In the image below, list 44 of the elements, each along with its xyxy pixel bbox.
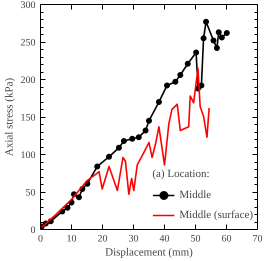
- point: [106, 154, 112, 160]
- y-tick-label: 0: [30, 225, 36, 236]
- x-tick-label: 0: [38, 234, 43, 244]
- point: [116, 144, 122, 151]
- point: [200, 35, 207, 42]
- point: [146, 118, 152, 124]
- y-tick-label: 300: [20, 0, 36, 11]
- legend-title: (a) Location:: [152, 168, 211, 180]
- point: [129, 136, 136, 142]
- point: [64, 204, 70, 211]
- line-series: [40, 67, 210, 228]
- y-axis-title: Axial stress (kPa): [4, 78, 16, 156]
- x-tick-label: 70: [252, 234, 262, 244]
- point: [142, 128, 149, 134]
- legend-label: Middle: [179, 189, 212, 201]
- x-tick-label: 60: [222, 234, 232, 244]
- y-tick-label: 200: [20, 75, 36, 86]
- point: [193, 50, 200, 56]
- x-tick-label: 10: [66, 234, 76, 244]
- y-tick-label: 250: [20, 38, 36, 48]
- point: [164, 82, 170, 88]
- point: [216, 29, 222, 36]
- legend-label: Middle (surface): [179, 209, 253, 221]
- point: [172, 78, 178, 85]
- point: [120, 138, 127, 144]
- x-tick-label: 30: [128, 234, 138, 244]
- point: [184, 60, 191, 67]
- point: [156, 99, 162, 105]
- point: [136, 134, 142, 140]
- point: [177, 72, 184, 78]
- y-tick-label: 50: [26, 188, 36, 198]
- x-tick-label: 50: [190, 234, 200, 244]
- point: [218, 34, 225, 40]
- point: [210, 38, 216, 44]
- y-tick-label: 100: [20, 150, 36, 161]
- y-tick-label: 150: [20, 112, 36, 124]
- point: [94, 164, 100, 170]
- point: [224, 30, 230, 36]
- x-tick-label: 40: [160, 234, 170, 244]
- x-tick-label: 20: [98, 234, 108, 244]
- x-axis-title: Displacement (mm): [105, 246, 194, 258]
- point: [76, 194, 82, 200]
- point: [203, 18, 210, 25]
- point: [214, 45, 220, 51]
